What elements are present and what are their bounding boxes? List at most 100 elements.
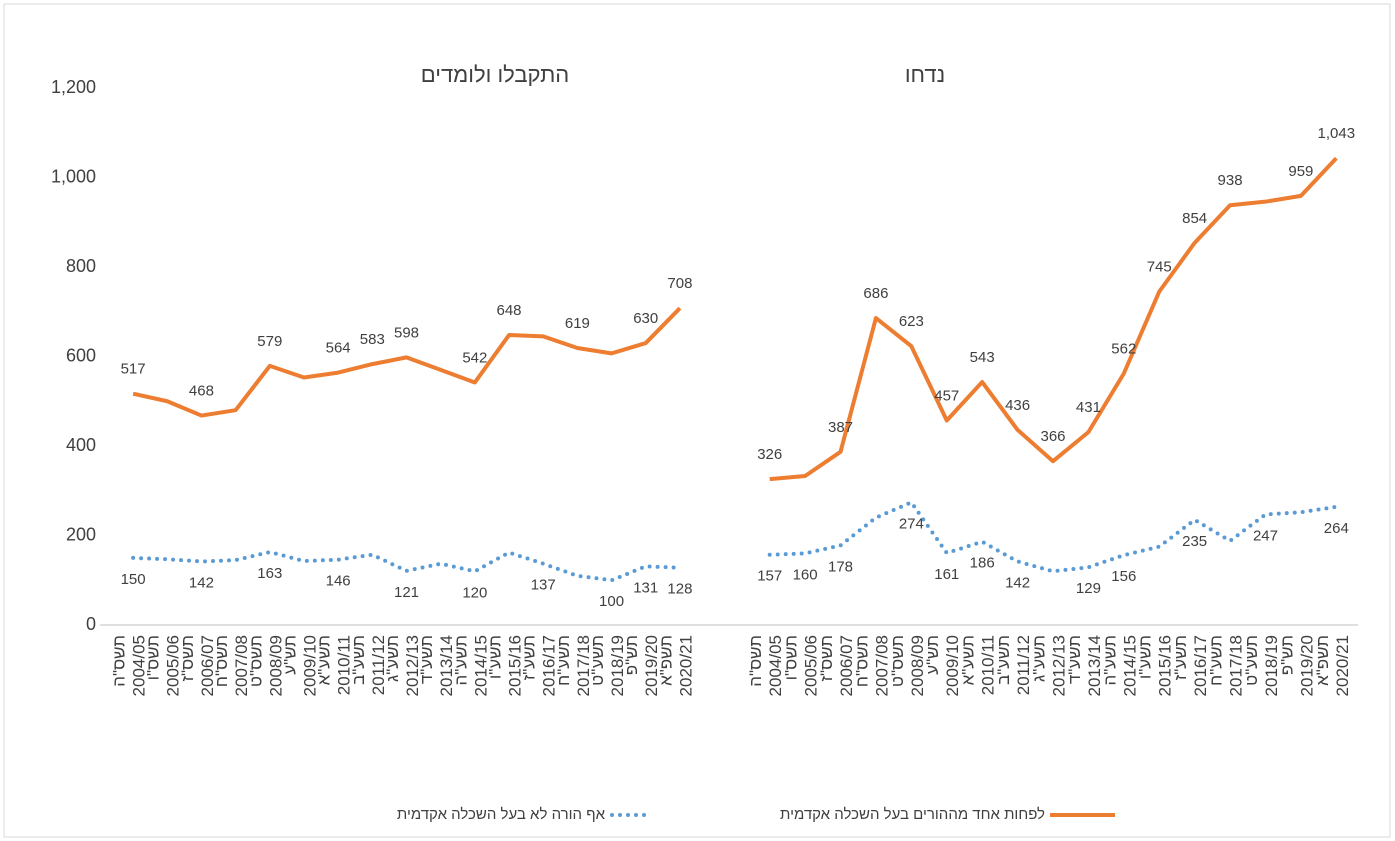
y-tick-label: 0 — [86, 614, 96, 634]
x-tick-label: 2020/21 — [1333, 635, 1352, 696]
x-tick-label: 2006/07 — [837, 635, 856, 696]
x-tick-label: 2015/16 — [1156, 635, 1175, 696]
data-label: 235 — [1182, 533, 1207, 550]
x-tick-label: תשע"א — [959, 635, 978, 685]
x-tick-label: תשע"ט — [588, 635, 607, 686]
x-tick-label: תש"ע — [280, 635, 299, 675]
x-tick-label: תשע"ג — [383, 635, 402, 682]
data-label: 648 — [497, 302, 522, 319]
data-label: 623 — [899, 313, 924, 330]
x-tick-label: 2020/21 — [676, 635, 695, 696]
x-tick-label: תשס"ו — [782, 635, 801, 680]
x-tick-label: תשע"ט — [1242, 635, 1261, 686]
x-tick-label: 2009/10 — [300, 635, 319, 696]
data-label: 583 — [360, 331, 385, 348]
y-tick-label: 1,000 — [51, 166, 96, 186]
x-tick-label: תשע"ב — [994, 635, 1013, 685]
data-label: 146 — [326, 573, 351, 590]
data-label: 156 — [1111, 568, 1136, 585]
x-tick-label: תשס"ז — [178, 635, 197, 682]
x-tick-label: תש"ע — [923, 635, 942, 675]
data-label: 366 — [1040, 428, 1065, 445]
data-label: 562 — [1111, 340, 1136, 357]
x-tick-label: 2011/12 — [1014, 635, 1033, 695]
x-tick-label: תשס"ט — [888, 635, 907, 687]
x-tick-label: תשס"ה — [746, 635, 765, 687]
data-label: 186 — [970, 555, 995, 572]
x-tick-label: תשס"ח — [852, 635, 871, 687]
data-label: 457 — [934, 387, 959, 404]
x-tick-label: 2013/14 — [437, 635, 456, 696]
data-label: 142 — [1005, 574, 1030, 591]
data-label: 163 — [257, 565, 282, 582]
data-label: 150 — [121, 571, 146, 588]
x-tick-label: 2016/17 — [1191, 635, 1210, 696]
x-tick-label: 2019/20 — [642, 635, 661, 696]
x-tick-label: 2004/05 — [130, 635, 149, 696]
x-tick-label: תשע"ז — [520, 635, 539, 680]
panel-title: התקבלו ולומדים — [421, 62, 569, 87]
data-label: 129 — [1076, 580, 1101, 597]
panel-title: נדחו — [905, 62, 945, 87]
y-tick-label: 600 — [66, 345, 96, 365]
legend-label: אף הורה לא בעל השכלה אקדמית — [397, 806, 606, 823]
data-label: 542 — [462, 349, 487, 366]
x-tick-label: תשע"ח — [554, 635, 573, 686]
data-label: 619 — [565, 315, 590, 332]
x-tick-label: 2012/13 — [403, 635, 422, 696]
data-label: 178 — [828, 558, 853, 575]
x-tick-label: תשע"ב — [349, 635, 368, 685]
x-tick-label: תשע"ה — [451, 635, 470, 686]
x-tick-label: תשע"ד — [1065, 635, 1084, 684]
x-tick-label: 2005/06 — [802, 635, 821, 696]
data-label: 100 — [599, 593, 624, 610]
data-label: 543 — [970, 349, 995, 366]
x-tick-label: 2012/13 — [1049, 635, 1068, 696]
x-tick-label: תשע"ח — [1207, 635, 1226, 686]
x-tick-label: 2010/11 — [335, 635, 354, 695]
x-tick-label: תשס"ה — [110, 635, 129, 687]
data-label: 959 — [1288, 163, 1313, 180]
data-label: 121 — [394, 584, 419, 601]
data-label: 128 — [667, 581, 692, 598]
data-label: 264 — [1324, 520, 1349, 537]
x-tick-label: 2009/10 — [943, 635, 962, 696]
x-tick-label: תשע"ז — [1171, 635, 1190, 680]
x-tick-label: 2007/08 — [232, 635, 251, 696]
data-label: 579 — [257, 333, 282, 350]
x-tick-label: 2004/05 — [766, 635, 785, 696]
data-label: 436 — [1005, 397, 1030, 414]
legend-label: לפחות אחד מההורים בעל השכלה אקדמית — [780, 806, 1045, 823]
data-label: 431 — [1076, 399, 1101, 416]
x-tick-label: 2014/15 — [1120, 635, 1139, 696]
x-tick-label: תשע"ד — [417, 635, 436, 684]
series-line — [132, 306, 682, 418]
x-tick-label: תשפ"א — [656, 635, 675, 686]
data-label: 938 — [1218, 172, 1243, 189]
data-label: 157 — [757, 568, 782, 585]
data-label: 326 — [757, 446, 782, 463]
x-tick-label: 2018/19 — [1262, 635, 1281, 696]
data-label: 131 — [633, 579, 658, 596]
series-line — [131, 550, 682, 583]
x-tick-label: תשס"ז — [817, 635, 836, 682]
series-line — [769, 156, 1338, 482]
x-tick-label: תשע"ג — [1029, 635, 1048, 682]
data-label: 142 — [189, 574, 214, 591]
x-tick-label: 2016/17 — [540, 635, 559, 696]
x-tick-label: 2019/20 — [1297, 635, 1316, 696]
data-label: 387 — [828, 419, 853, 436]
x-tick-label: 2007/08 — [872, 635, 891, 696]
x-tick-label: 2017/18 — [1227, 635, 1246, 696]
x-tick-label: 2018/19 — [608, 635, 627, 696]
x-tick-label: 2008/09 — [266, 635, 285, 696]
x-tick-label: 2015/16 — [506, 635, 525, 696]
data-label: 137 — [531, 577, 556, 594]
x-tick-label: תשס"ו — [144, 635, 163, 680]
y-tick-label: 1,200 — [51, 77, 96, 97]
x-tick-label: 2005/06 — [164, 635, 183, 696]
y-tick-label: 400 — [66, 435, 96, 455]
data-label: 247 — [1253, 527, 1278, 544]
